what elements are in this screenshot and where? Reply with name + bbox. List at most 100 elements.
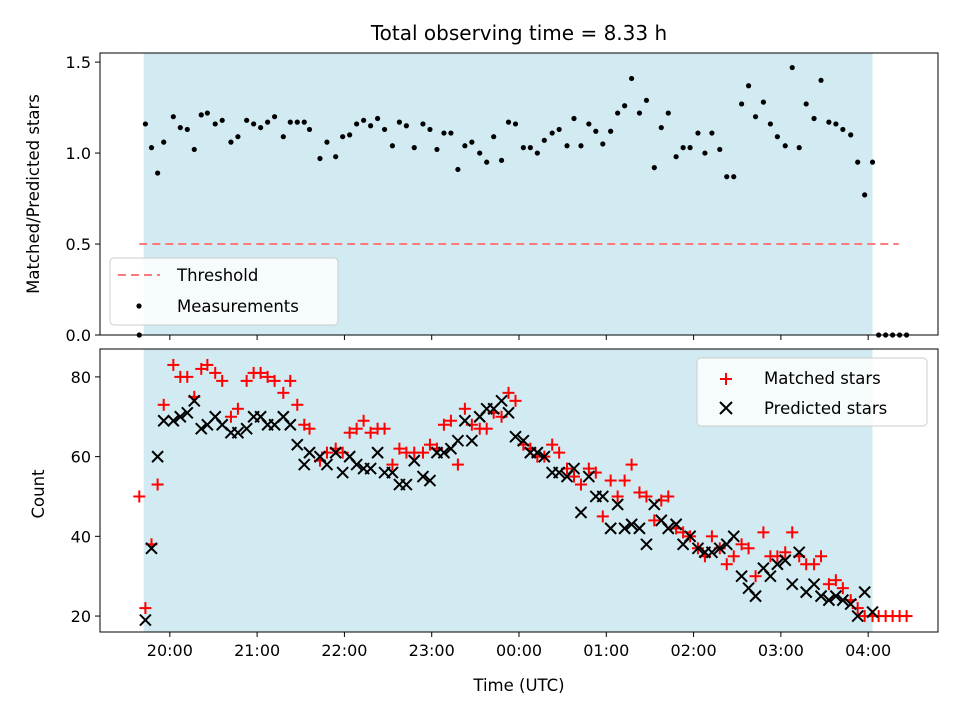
- bottom-y-tick-label: 20: [71, 607, 91, 626]
- predicted-star-marker: [669, 518, 683, 531]
- legend-predicted-swatch: [719, 401, 733, 415]
- matched-star-marker: [268, 374, 281, 387]
- matched-star-marker: [364, 426, 377, 439]
- predicted-star-marker: [567, 462, 581, 475]
- legend-measurements-label: Measurements: [177, 297, 299, 316]
- matched-star-marker: [139, 602, 152, 615]
- predicted-star-marker: [625, 518, 638, 531]
- x-axis-label: Time (UTC): [472, 676, 564, 695]
- predicted-star-marker: [167, 414, 180, 427]
- measurement-point: [600, 141, 606, 147]
- predicted-star-marker: [749, 589, 762, 603]
- predicted-star-marker: [386, 466, 399, 479]
- measurement-point: [368, 123, 374, 129]
- measurement-point: [615, 110, 621, 116]
- matched-star-marker: [209, 366, 222, 379]
- predicted-star-marker: [195, 422, 208, 435]
- matched-star-marker: [648, 514, 661, 527]
- bottom-x-ticks: 20:00 21:00 22:00 23:00 00:00 01:00 02:00 03:00…: [147, 632, 891, 660]
- measurement-point: [673, 154, 679, 160]
- matched-star-marker: [416, 446, 429, 459]
- predicted-star-marker: [495, 394, 508, 408]
- measurement-point: [724, 174, 730, 180]
- predicted-star-marker: [691, 542, 705, 555]
- measurement-point: [287, 119, 293, 125]
- matched-star-marker: [181, 370, 194, 383]
- predicted-stars-points: [139, 394, 879, 627]
- measurement-point: [420, 121, 426, 127]
- measurement-point: [760, 99, 767, 105]
- matched-star-marker: [458, 402, 471, 415]
- matched-star-marker: [240, 374, 253, 387]
- matched-star-marker: [567, 470, 580, 483]
- measurement-point: [403, 123, 409, 129]
- matched-star-marker: [167, 358, 180, 371]
- measurement-point: [177, 124, 183, 131]
- measurement-point: [271, 114, 278, 120]
- measurement-point: [593, 128, 599, 134]
- matched-star-marker: [224, 410, 237, 423]
- measurement-point: [549, 130, 555, 136]
- predicted-star-marker: [451, 434, 465, 447]
- measurement-point: [434, 146, 440, 153]
- measurement-point: [520, 145, 526, 151]
- matched-star-marker: [779, 546, 792, 559]
- measurement-point: [848, 132, 854, 138]
- predicted-star-marker: [145, 542, 158, 555]
- predicted-star-marker: [538, 450, 551, 463]
- measurement-point: [347, 132, 353, 138]
- bottom-y-ticks: 20 40 60 80: [71, 368, 100, 626]
- measurement-point: [556, 126, 562, 133]
- predicted-star-marker: [705, 546, 719, 559]
- predicted-star-marker: [423, 474, 437, 487]
- predicted-star-marker: [648, 498, 661, 511]
- measurement-point: [782, 143, 788, 149]
- measurement-point: [717, 146, 723, 153]
- measurement-point: [651, 165, 657, 171]
- top-y-ticks: 0.0 0.5 1.0 1.5: [66, 53, 100, 345]
- measurement-point: [608, 128, 614, 134]
- measurement-point: [148, 145, 155, 151]
- matched-star-marker: [378, 422, 391, 435]
- matched-star-marker: [261, 370, 274, 383]
- measurement-point: [389, 143, 396, 149]
- measurement-point: [265, 119, 271, 125]
- matched-star-marker: [808, 558, 821, 571]
- measurement-point: [541, 137, 547, 143]
- predicted-star-marker: [139, 613, 152, 627]
- matched-star-marker: [444, 414, 457, 427]
- matched-star-marker: [291, 398, 304, 411]
- legend-predicted-label: Predicted stars: [764, 399, 887, 418]
- measurement-point: [455, 166, 461, 173]
- matched-star-marker: [451, 458, 464, 471]
- top-y-axis-label: Matched/Predicted stars: [24, 94, 43, 294]
- bottom-y-tick-label: 80: [71, 368, 91, 387]
- measurement-point: [142, 121, 148, 127]
- measurement-point: [826, 119, 832, 125]
- predicted-star-marker: [582, 470, 596, 483]
- measurement-point: [527, 145, 533, 151]
- measurement-point: [709, 130, 715, 136]
- top-legend: Threshold Measurements: [109, 257, 339, 326]
- predicted-star-marker: [298, 458, 311, 471]
- legend-matched-swatch: [720, 373, 732, 385]
- predicted-star-marker: [662, 522, 675, 535]
- matched-star-marker: [633, 486, 646, 499]
- matched-star-marker: [546, 438, 559, 451]
- predicted-star-marker: [618, 522, 631, 535]
- matched-star-marker: [757, 526, 770, 539]
- measurement-point: [665, 110, 671, 116]
- matched-star-marker: [284, 374, 297, 387]
- bottom-x-tick-label: 04:00: [845, 641, 891, 660]
- predicted-star-marker: [858, 585, 871, 599]
- matched-star-marker: [480, 422, 493, 435]
- measurement-point: [228, 139, 234, 145]
- predicted-star-marker: [807, 577, 821, 591]
- measurement-point: [738, 101, 745, 107]
- predicted-star-marker: [181, 406, 194, 419]
- measurement-point: [629, 75, 635, 82]
- matched-star-marker: [720, 558, 733, 571]
- bottom-legend: Matched stars Predicted stars: [696, 357, 928, 427]
- top-y-tick-label: 0.0: [66, 326, 91, 345]
- measurement-point: [622, 103, 628, 109]
